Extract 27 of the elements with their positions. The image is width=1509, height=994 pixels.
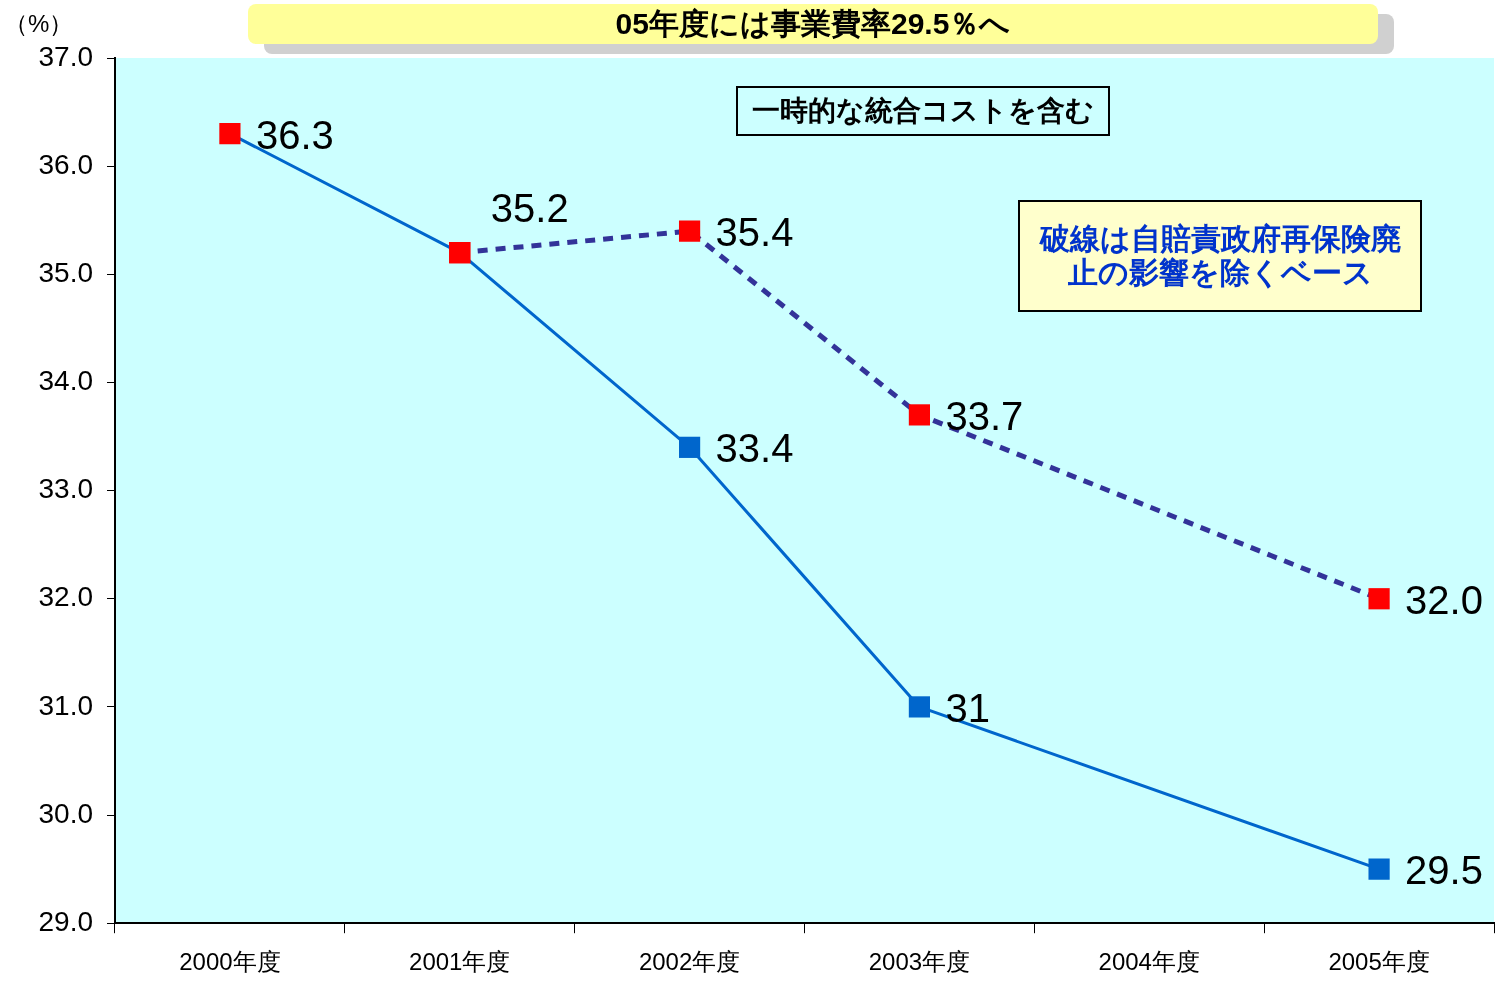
data-label: 36.3 [255, 112, 334, 157]
y-axis-title: （%） [4, 9, 74, 39]
y-tick-label: 32.0 [38, 581, 93, 613]
x-tick-label: 2000年度 [179, 948, 281, 976]
y-tick-label: 31.0 [38, 689, 93, 721]
chart-title: 05年度には事業費率29.5％へ [248, 4, 1378, 44]
data-label: 33.4 [715, 426, 794, 471]
y-tick-label: 36.0 [38, 148, 93, 180]
y-tick-label: 34.0 [38, 365, 93, 397]
annotation: 破線は自賠責政府再保険廃止の影響を除くベース [1018, 200, 1422, 312]
x-tick-label: 2003年度 [868, 948, 971, 976]
annotation: 一時的な統合コストを含む [736, 86, 1110, 136]
data-label: 35.4 [715, 210, 794, 255]
x-tick-label: 2005年度 [1328, 948, 1430, 976]
data-label: 33.7 [945, 393, 1024, 438]
x-tick-label: 2001年度 [409, 948, 511, 976]
y-tick-label: 37.0 [38, 40, 93, 72]
x-tick-label: 2004年度 [1098, 948, 1200, 976]
x-tick-label: 2002年度 [638, 948, 741, 976]
y-tick-label: 30.0 [38, 797, 93, 829]
data-label: 31 [945, 685, 990, 730]
y-tick-label: 29.0 [38, 905, 93, 937]
y-tick-label: 35.0 [38, 257, 93, 289]
y-tick-label: 33.0 [38, 473, 93, 505]
data-label: 29.5 [1405, 848, 1483, 893]
data-label: 35.2 [490, 185, 569, 230]
data-label: 32.0 [1405, 577, 1483, 622]
